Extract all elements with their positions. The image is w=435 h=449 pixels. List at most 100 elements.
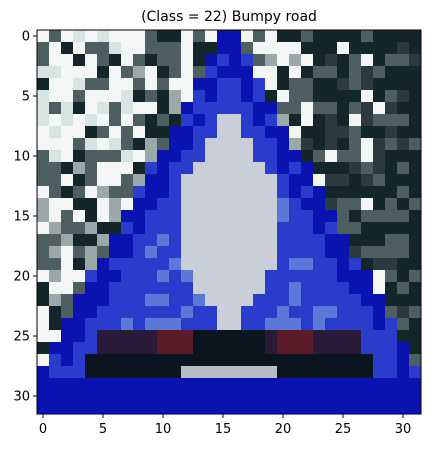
pixel — [301, 318, 314, 331]
pixel — [49, 30, 62, 43]
pixel — [121, 210, 134, 223]
pixel — [205, 198, 218, 211]
pixel — [217, 270, 230, 283]
pixel — [181, 162, 194, 175]
pixel — [217, 222, 230, 235]
pixel — [313, 126, 326, 139]
pixel — [253, 78, 266, 91]
pixel — [121, 186, 134, 199]
image-pixels — [37, 30, 422, 415]
pixel — [361, 342, 374, 355]
pixel — [277, 354, 290, 367]
pixel — [337, 138, 350, 151]
pixel — [277, 210, 290, 223]
pixel — [193, 318, 206, 331]
pixel — [349, 138, 362, 151]
pixel — [97, 378, 110, 391]
pixel — [325, 246, 338, 259]
pixel — [361, 330, 374, 343]
pixel — [205, 30, 218, 43]
pixel — [217, 342, 230, 355]
pixel — [145, 258, 158, 271]
pixel — [229, 342, 242, 355]
pixel — [85, 102, 98, 115]
pixel — [349, 210, 362, 223]
pixel — [181, 150, 194, 163]
pixel — [97, 294, 110, 307]
pixel — [217, 402, 230, 415]
pixel — [253, 342, 266, 355]
pixel — [289, 246, 302, 259]
pixel — [373, 234, 386, 247]
pixel — [409, 90, 422, 103]
pixel — [61, 174, 74, 187]
pixel — [265, 222, 278, 235]
pixel — [121, 366, 134, 379]
pixel — [85, 270, 98, 283]
pixel — [385, 102, 398, 115]
pixel — [169, 198, 182, 211]
pixel — [145, 306, 158, 319]
pixel — [97, 354, 110, 367]
pixel — [73, 54, 86, 67]
pixel — [37, 366, 50, 379]
pixel — [409, 378, 422, 391]
pixel — [205, 378, 218, 391]
pixel — [85, 162, 98, 175]
pixel — [181, 294, 194, 307]
pixel — [121, 270, 134, 283]
pixel — [145, 138, 158, 151]
pixel — [397, 246, 410, 259]
pixel — [301, 258, 314, 271]
pixel — [265, 138, 278, 151]
pixel — [157, 270, 170, 283]
pixel — [397, 30, 410, 43]
pixel — [193, 258, 206, 271]
pixel — [121, 342, 134, 355]
pixel — [313, 42, 326, 55]
x-tick-label: 5 — [99, 422, 107, 437]
pixel — [97, 222, 110, 235]
pixel — [181, 126, 194, 139]
pixel — [373, 114, 386, 127]
pixel — [289, 30, 302, 43]
pixel — [109, 390, 122, 403]
pixel — [169, 42, 182, 55]
pixel — [157, 210, 170, 223]
pixel — [109, 42, 122, 55]
pixel — [289, 306, 302, 319]
pixel — [277, 186, 290, 199]
pixel — [385, 174, 398, 187]
pixel — [169, 402, 182, 415]
pixel — [145, 222, 158, 235]
pixel — [325, 114, 338, 127]
pixel — [289, 54, 302, 67]
pixel — [205, 282, 218, 295]
pixel — [85, 330, 98, 343]
pixel — [193, 282, 206, 295]
pixel — [265, 378, 278, 391]
pixel — [97, 114, 110, 127]
pixel — [253, 282, 266, 295]
pixel — [181, 354, 194, 367]
pixel — [373, 354, 386, 367]
pixel — [37, 222, 50, 235]
pixel — [373, 90, 386, 103]
pixel — [397, 54, 410, 67]
pixel — [409, 174, 422, 187]
pixel — [169, 114, 182, 127]
pixel — [145, 150, 158, 163]
pixel — [193, 222, 206, 235]
pixel — [253, 186, 266, 199]
pixel — [61, 114, 74, 127]
pixel — [397, 402, 410, 415]
pixel — [277, 402, 290, 415]
pixel — [301, 402, 314, 415]
pixel — [289, 114, 302, 127]
pixel — [85, 174, 98, 187]
pixel — [217, 66, 230, 79]
pixel — [133, 150, 146, 163]
pixel — [325, 198, 338, 211]
pixel — [349, 366, 362, 379]
pixel — [169, 306, 182, 319]
